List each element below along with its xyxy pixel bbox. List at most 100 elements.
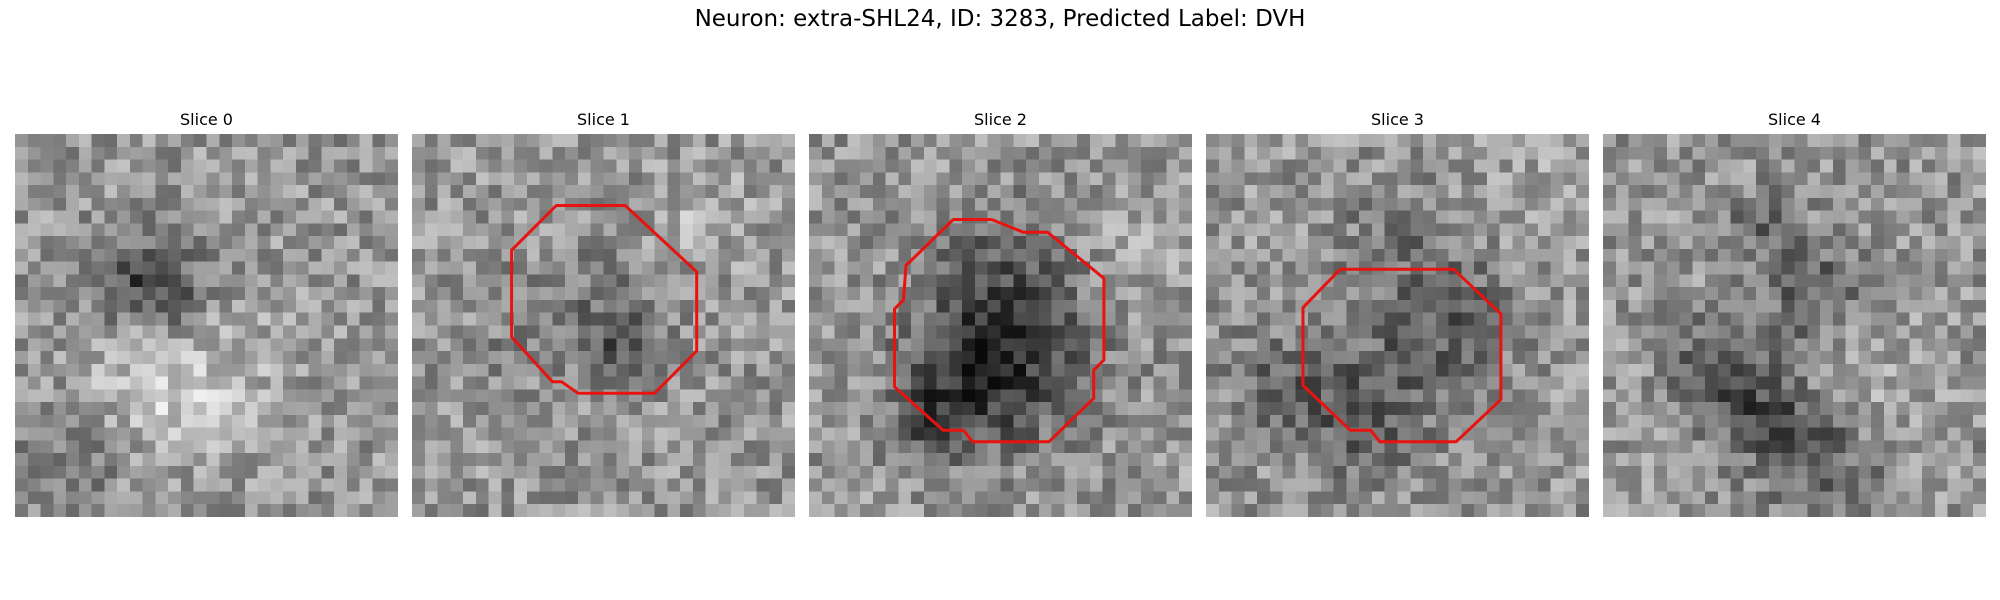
pixel <box>1384 389 1399 403</box>
pixel <box>1000 134 1014 148</box>
pixel <box>641 261 656 276</box>
pixel <box>117 338 131 352</box>
pixel <box>936 338 951 352</box>
pixel <box>616 312 630 327</box>
pixel <box>1603 236 1617 250</box>
pixel <box>1128 414 1142 429</box>
pixel <box>1026 491 1040 505</box>
pixel <box>962 351 976 365</box>
pixel <box>1692 325 1706 339</box>
pixel <box>53 248 67 263</box>
pixel <box>1423 389 1437 403</box>
pixel <box>743 134 758 148</box>
pixel <box>1397 389 1411 403</box>
pixel <box>1934 478 1949 493</box>
pixel <box>565 402 579 416</box>
pixel <box>885 478 899 493</box>
pixel <box>1244 478 1258 493</box>
pixel <box>91 134 105 148</box>
pixel <box>1537 236 1552 250</box>
pixel <box>27 223 42 237</box>
pixel <box>15 504 29 517</box>
pixel <box>40 376 54 390</box>
pixel <box>412 185 426 199</box>
pixel <box>1768 504 1783 517</box>
pixel <box>1026 363 1040 378</box>
pixel <box>860 465 874 480</box>
pixel <box>1486 159 1501 173</box>
pixel <box>1628 261 1642 276</box>
pixel <box>743 223 758 237</box>
pixel <box>1371 185 1386 199</box>
pixel <box>1845 338 1859 352</box>
pixel <box>142 197 157 212</box>
pixel <box>1206 338 1220 352</box>
pixel <box>501 351 515 365</box>
pixel <box>769 287 783 301</box>
pixel <box>539 440 554 454</box>
pixel <box>526 478 541 493</box>
pixel <box>1858 134 1872 148</box>
pixel <box>1295 504 1309 517</box>
pixel <box>129 146 144 161</box>
pixel <box>809 146 823 161</box>
pixel <box>283 210 297 224</box>
pixel <box>1576 427 1589 441</box>
pixel <box>193 299 208 314</box>
pixel <box>1794 491 1808 505</box>
pixel <box>1922 363 1936 378</box>
pixel <box>1654 261 1668 276</box>
pixel <box>129 414 144 429</box>
pixel <box>962 363 976 378</box>
pixel <box>1934 338 1949 352</box>
pixel <box>616 299 630 314</box>
pixel <box>1820 223 1834 237</box>
pixel <box>232 351 246 365</box>
pixel <box>1077 172 1091 186</box>
pixel <box>219 197 233 212</box>
pixel <box>27 172 42 186</box>
pixel <box>769 261 783 276</box>
pixel <box>1448 338 1462 352</box>
pixel <box>565 146 579 161</box>
pixel <box>40 197 54 212</box>
pixel <box>987 236 1002 250</box>
pixel <box>1807 274 1821 288</box>
pixel <box>91 376 105 390</box>
pixel <box>206 134 220 148</box>
pixel <box>885 414 899 429</box>
pixel <box>782 210 795 224</box>
pixel <box>1563 299 1577 314</box>
pixel <box>1576 236 1589 250</box>
pixel <box>1756 465 1770 480</box>
pixel <box>1807 338 1821 352</box>
pixel <box>911 363 925 378</box>
pixel <box>1641 465 1655 480</box>
pixel <box>769 389 783 403</box>
pixel <box>1153 376 1168 390</box>
pixel <box>1308 261 1322 276</box>
pixel <box>78 261 93 276</box>
pixel <box>923 453 938 467</box>
pixel <box>1679 402 1693 416</box>
pixel <box>40 236 54 250</box>
pixel <box>552 299 566 314</box>
pixel <box>1218 172 1233 186</box>
pixel <box>1244 197 1258 212</box>
pixel <box>1537 478 1552 493</box>
pixel <box>577 223 592 237</box>
pixel <box>321 376 335 390</box>
pixel <box>923 134 938 148</box>
pixel <box>1934 376 1949 390</box>
pixel <box>898 453 912 467</box>
pixel <box>1000 465 1014 480</box>
pixel <box>308 248 322 263</box>
pixel <box>1512 134 1526 148</box>
pixel <box>641 159 656 173</box>
pixel <box>1781 504 1796 517</box>
pixel <box>1781 351 1796 365</box>
pixel <box>1140 351 1155 365</box>
pixel <box>1615 491 1630 505</box>
pixel <box>334 172 348 186</box>
pixel <box>821 299 836 314</box>
